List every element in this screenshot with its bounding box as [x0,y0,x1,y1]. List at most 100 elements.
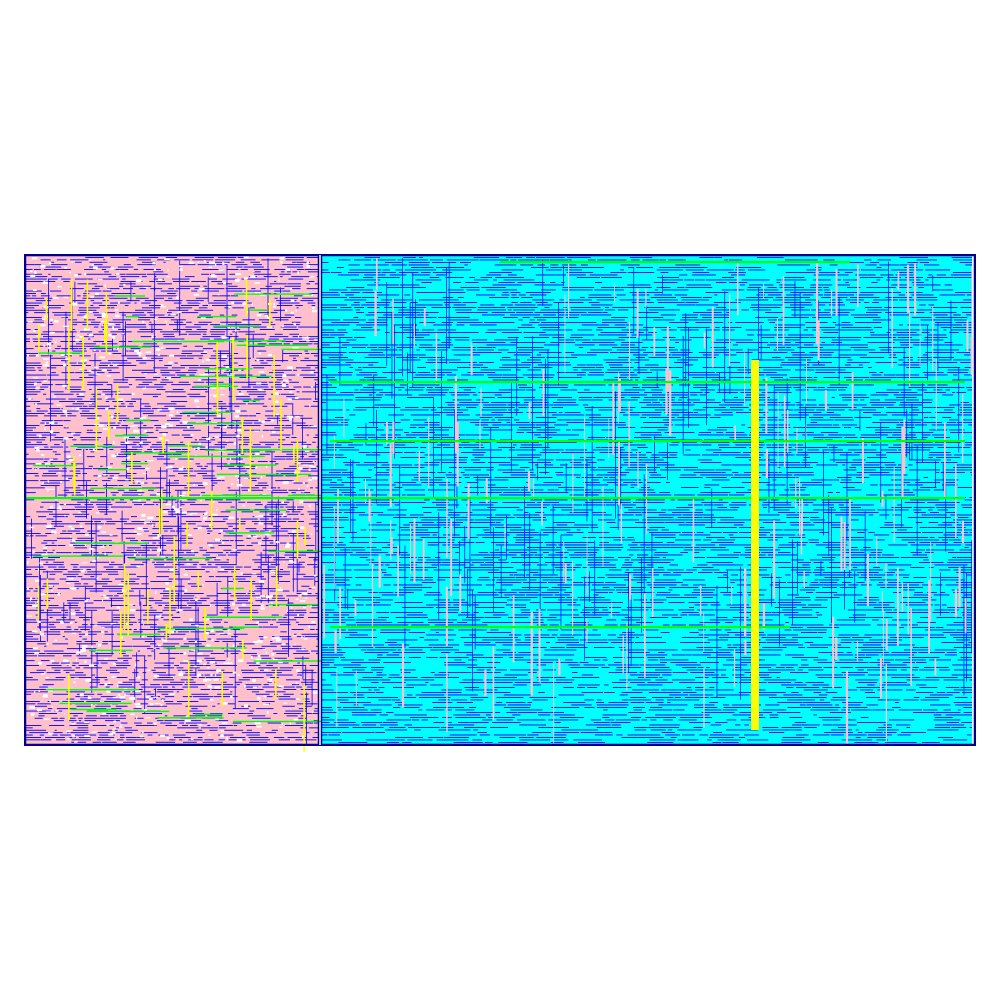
left-wire-h [145,432,154,434]
left-wire-yellow [245,279,248,316]
left-wire-h [194,257,214,258]
left-wire-h [179,607,192,609]
right-wire-h [829,264,838,266]
left-wire-h [247,345,265,347]
left-wire-h [189,396,206,398]
right-wire-h [862,407,884,408]
right-wire-h [621,329,649,331]
right-wire-h [741,424,746,426]
left-wire-h [61,441,64,443]
left-wire-h [110,506,132,508]
left-cell [263,703,270,706]
left-wire-h [26,312,29,314]
right-wire-h [927,384,948,386]
right-wire-h [780,364,810,366]
left-cell [138,526,143,530]
right-wire-h [389,429,403,431]
left-cell [220,394,225,396]
left-cell [252,686,258,689]
right-wire-h [565,269,582,271]
right-wire-h [322,319,341,321]
right-wire-h [650,457,660,458]
left-wire-h [173,573,180,575]
left-wire-h [110,257,129,258]
left-wire-h [136,576,148,578]
left-wire-v [106,436,108,473]
right-wire-h [829,417,853,418]
left-wire-h [204,288,225,290]
left-cell [32,647,39,650]
left-wire-h [207,725,211,726]
left-wire-h [160,549,167,551]
right-wire-h [822,449,843,451]
left-wire-h [281,451,293,453]
left-wire-h [119,283,136,285]
left-wire-h [205,391,209,393]
left-cell [308,625,310,628]
left-wire-h [155,741,176,743]
right-wire-h [798,412,822,413]
left-wire-h [228,396,234,398]
right-wire-h [586,457,596,458]
left-wire-h [238,391,241,393]
left-cell [282,374,287,378]
left-wire-h [191,720,201,722]
left-cell [89,664,95,667]
right-wire-h [907,324,929,326]
left-wire-h [181,516,201,518]
left-wire-h [196,729,203,731]
left-wire-h [102,641,109,642]
right-wire-h [598,409,613,411]
left-wire-h [315,653,318,654]
left-cell [75,408,79,411]
left-wire-h [160,369,181,371]
left-wire-h [213,427,220,429]
left-wire-h [61,348,79,350]
left-wire-h [256,413,261,414]
left-wire-h [48,324,54,326]
right-wire-h [620,374,638,376]
left-cell [82,492,84,494]
left-wire-h [239,377,249,378]
right-wire-h [774,329,790,331]
left-wire-h [181,350,188,352]
left-wire-h [89,261,108,263]
right-wire-h [866,287,896,288]
left-cell [220,387,225,389]
left-cell [186,534,192,536]
left-wire-h [295,461,316,462]
left-cell [290,311,294,315]
right-wire-h [410,302,418,303]
left-wire-h [123,583,140,585]
left-cell [184,589,188,592]
right-wire-h [733,344,738,346]
right-wire-h [716,372,747,373]
right-wire-h [792,354,823,356]
right-wire-h [684,364,694,366]
right-wire-h [417,367,426,368]
right-wire-h [664,412,694,413]
left-cell [242,504,246,507]
right-wire-h [766,447,785,448]
left-wire-h [26,425,40,426]
right-wire-h [629,412,662,413]
left-wire-h [294,295,303,297]
left-wire-h [189,367,210,369]
left-wire-h [119,345,139,347]
left-wire-h [296,307,299,309]
right-wire-h [924,264,940,266]
left-wire-h [165,605,187,606]
left-cell [101,315,108,318]
right-wire-h [704,392,710,393]
left-wire-h [161,374,176,376]
left-wire-h [124,727,132,729]
left-wire-h [263,684,269,686]
right-wire-h [556,372,586,373]
right-wire-h [362,297,379,298]
left-wire-h [110,331,132,333]
left-cell [258,580,265,583]
left-cell [194,640,198,644]
left-wire-h [142,561,148,563]
right-wire-h [400,409,429,411]
left-cell [260,604,264,607]
